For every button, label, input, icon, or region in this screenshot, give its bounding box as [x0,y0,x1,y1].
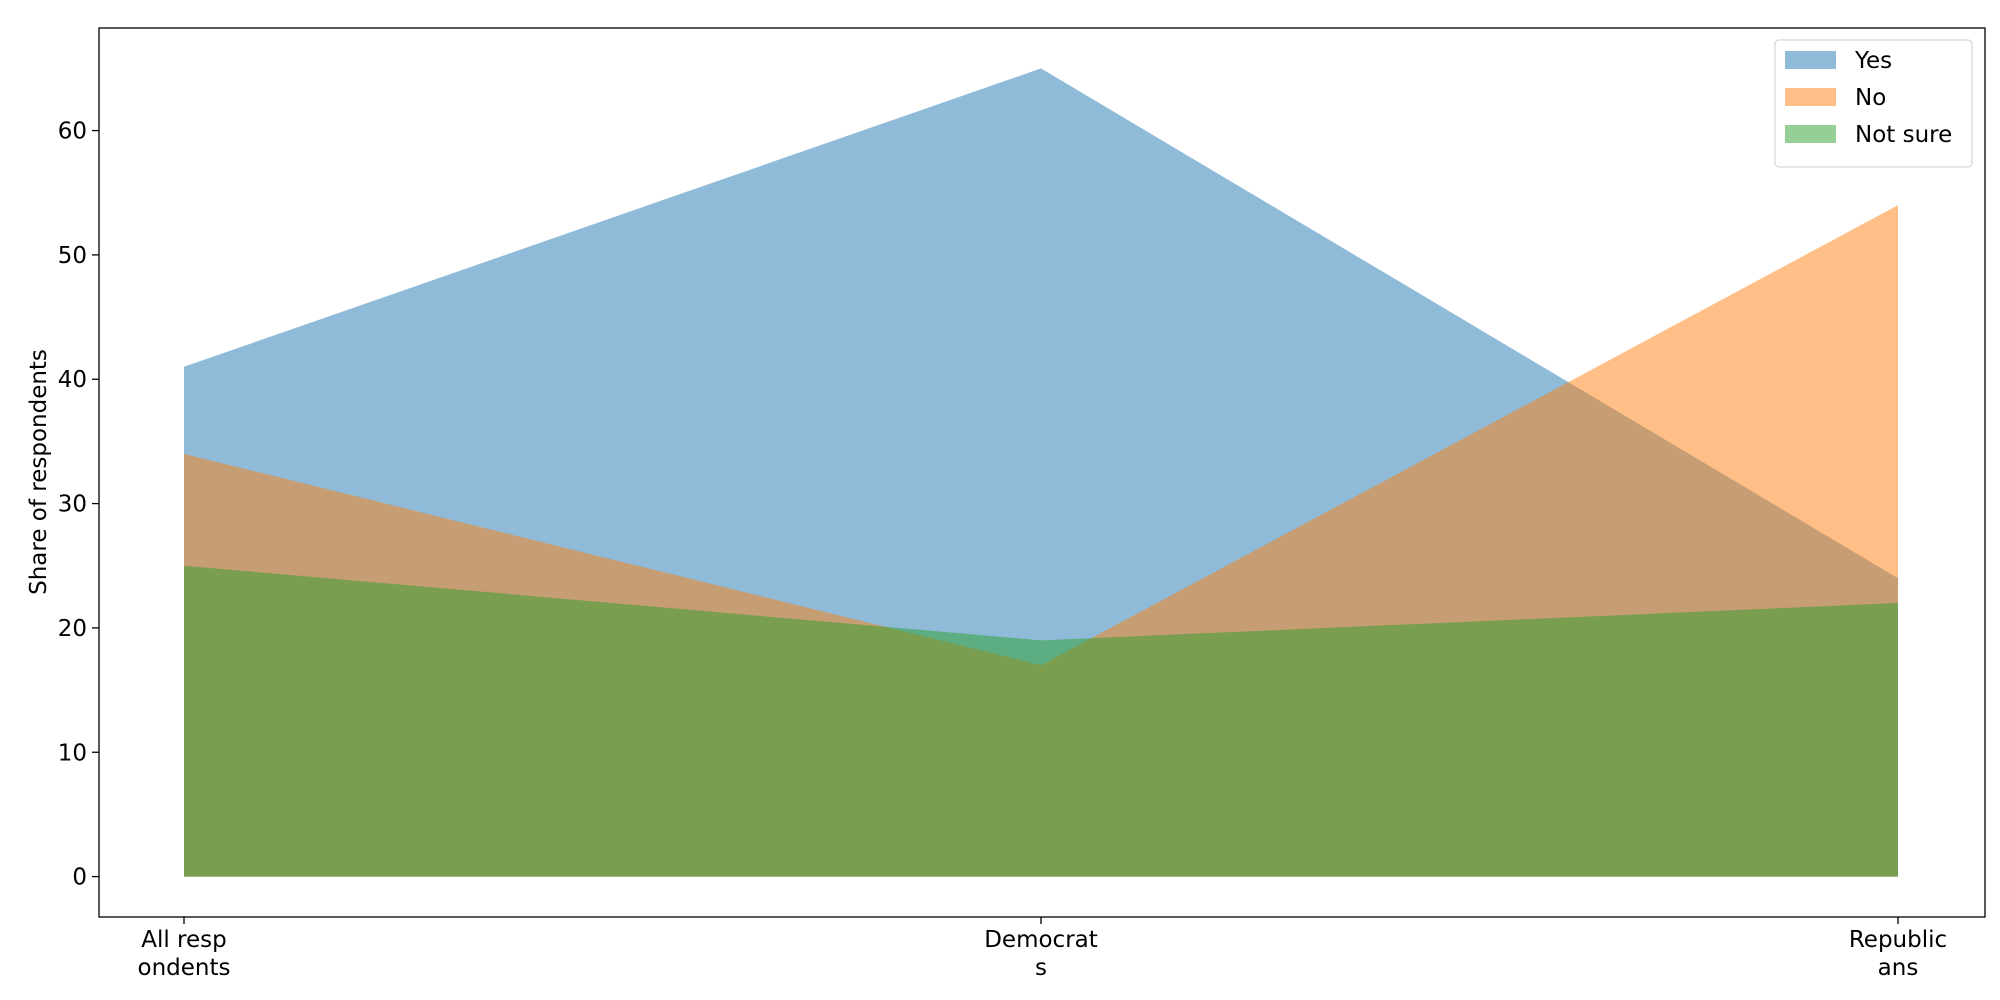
y-axis: 0 10 20 30 40 50 60 [58,119,99,891]
legend-swatch-yes [1785,51,1836,69]
legend-label-yes: Yes [1854,48,1892,74]
area-not-sure [184,565,1898,877]
y-tick-label: 10 [58,740,87,766]
legend-swatch-not-sure [1785,125,1836,143]
legend: Yes No Not sure [1774,39,1973,168]
x-axis: All resp ondents Democrat s Republic ans [138,917,1947,981]
legend-swatch-no [1785,88,1836,106]
x-tick-label: Democrat s [984,927,1098,981]
y-axis-title: Share of respondents [26,349,52,595]
legend-label-not-sure: Not sure [1855,122,1952,148]
legend-label-no: No [1855,85,1886,111]
series-areas [184,68,1898,877]
y-tick-label: 50 [58,243,87,269]
x-tick-label: Republic ans [1849,927,1947,981]
y-tick-label: 30 [58,492,87,518]
x-tick-label: All resp ondents [138,927,231,981]
plot-frame [98,27,1986,918]
y-tick-label: 20 [58,616,87,642]
y-tick-label: 60 [58,119,87,145]
y-tick-label: 0 [72,865,87,891]
y-tick-label: 40 [58,367,87,393]
